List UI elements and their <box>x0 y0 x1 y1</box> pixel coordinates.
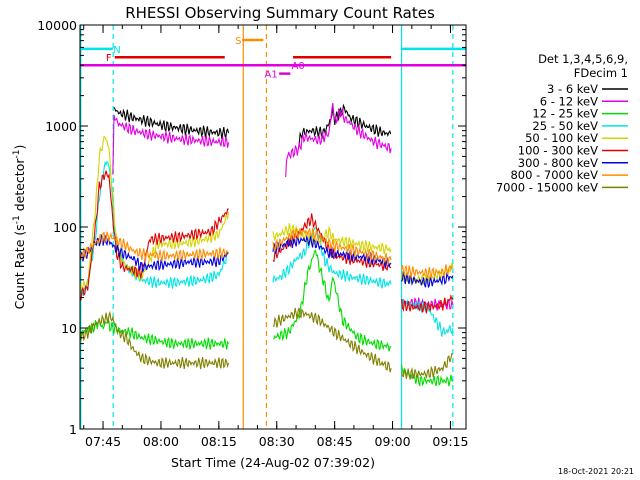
legend-label-7: 800 - 7000 keV <box>510 168 598 182</box>
series-line-7-1 <box>272 227 392 265</box>
legend-label-4: 50 - 100 keV <box>525 131 598 145</box>
series-layer <box>79 103 454 387</box>
plot-area <box>80 25 454 429</box>
x-tick-label-5: 09:00 <box>375 434 411 449</box>
series-line-8-1 <box>272 307 392 373</box>
series-line-7-2 <box>400 264 454 279</box>
flag-label-s: S <box>235 36 241 47</box>
series-line-5-0 <box>79 170 229 301</box>
x-tick-label-1: 08:00 <box>143 434 179 449</box>
series-line-5-2 <box>400 294 454 314</box>
chart-title: RHESSI Observing Summary Count Rates <box>125 4 435 22</box>
y-axis-label-main: Count Rate (s <box>12 224 27 309</box>
y-tick-label-0: 1 <box>69 422 77 437</box>
y-axis-label-rest: detector <box>12 158 27 216</box>
x-tick-label-4: 08:45 <box>317 434 353 449</box>
series-line-6-1 <box>272 235 392 270</box>
series-line-4-1 <box>272 223 392 255</box>
y-axis-label-sup: -1 <box>12 215 22 224</box>
y-tick-label-3: 1000 <box>45 119 77 134</box>
y-tick-label-4: 10000 <box>37 18 77 33</box>
series-line-3-1 <box>272 227 392 289</box>
series-line-2-2 <box>400 364 453 387</box>
series-line-3-2 <box>401 298 454 337</box>
legend-header-decim: FDecim 1 <box>574 66 628 80</box>
x-tick-label-6: 09:15 <box>432 434 468 449</box>
footer-date: 18-Oct-2021 20:21 <box>558 467 634 476</box>
legend-label-2: 12 - 25 keV <box>532 107 598 121</box>
x-tick-label-0: 07:45 <box>85 434 121 449</box>
flag-label-n: N <box>113 45 120 56</box>
y-axis-label-end: ) <box>12 145 27 150</box>
x-tick-label-3: 08:30 <box>259 434 295 449</box>
x-axis-label: Start Time (24-Aug-02 07:39:02) <box>171 455 375 470</box>
legend-label-6: 300 - 800 keV <box>518 156 598 170</box>
legend-label-1: 6 - 12 keV <box>540 94 598 108</box>
legend-label-5: 100 - 300 keV <box>518 144 598 158</box>
series-line-4-0 <box>79 135 230 292</box>
y-tick-label-1: 10 <box>61 321 77 336</box>
legend-label-8: 7000 - 15000 keV <box>496 180 598 194</box>
series-line-0-0 <box>113 107 230 139</box>
series-line-1-1 <box>285 103 392 178</box>
y-axis-label-sup2: -1 <box>12 150 22 159</box>
legend-label-0: 3 - 6 keV <box>547 82 598 96</box>
series-line-0-1 <box>298 103 392 145</box>
axis-layer: 1 10 100 1000 10000 07:45 08:00 08:15 08:30 08:45… <box>37 18 468 449</box>
series-line-8-2 <box>400 353 454 380</box>
flag-label-f: F <box>106 53 112 64</box>
flag-label-a0: A0 <box>292 61 305 72</box>
y-tick-label-2: 100 <box>53 220 77 235</box>
flag-label-a1: A1 <box>265 70 278 81</box>
series-line-3-0 <box>79 160 230 300</box>
legend-label-3: 25 - 50 keV <box>532 119 598 133</box>
x-tick-label-2: 08:15 <box>201 434 237 449</box>
series-line-7-0 <box>79 231 229 262</box>
series-line-1-0 <box>112 114 230 175</box>
plot-frame <box>79 24 467 430</box>
series-line-2-1 <box>272 249 392 352</box>
flags-layer: N S F A0 A1 <box>80 36 466 81</box>
series-line-2-0 <box>79 317 230 350</box>
y-axis-label: Count Rate (s-1 detector-1) <box>12 145 27 310</box>
series-line-8-0 <box>79 310 230 370</box>
legend-header-detectors: Det 1,3,4,5,6,9, <box>538 52 628 66</box>
